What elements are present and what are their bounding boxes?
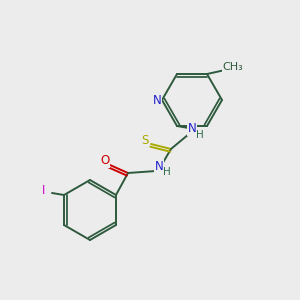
Text: CH₃: CH₃ xyxy=(223,62,243,72)
Text: O: O xyxy=(100,154,109,167)
Text: H: H xyxy=(196,130,204,140)
Text: H: H xyxy=(163,167,171,177)
Text: N: N xyxy=(153,94,161,106)
Text: S: S xyxy=(141,134,149,146)
Text: N: N xyxy=(154,160,164,172)
Text: N: N xyxy=(188,122,196,136)
Text: I: I xyxy=(42,184,46,196)
